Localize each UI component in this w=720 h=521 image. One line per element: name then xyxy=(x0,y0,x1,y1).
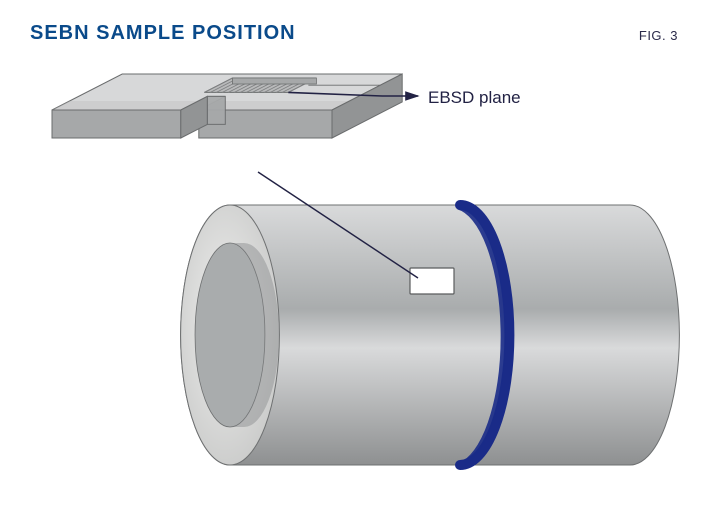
pipe-bore xyxy=(195,243,265,427)
diagram-canvas xyxy=(0,0,720,521)
specimen-front-left xyxy=(52,110,181,138)
notch-back-wall xyxy=(207,96,225,124)
sample-marker xyxy=(410,268,454,294)
pocket-lip xyxy=(232,78,316,84)
